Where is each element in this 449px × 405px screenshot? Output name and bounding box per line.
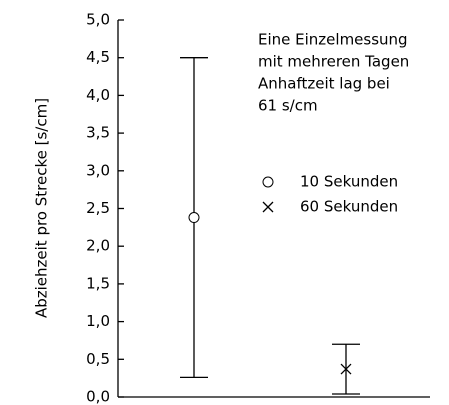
- y-tick-label: 0,0: [86, 388, 110, 405]
- legend-label: 60 Sekunden: [300, 198, 398, 216]
- annotation: Anhaftzeit lag bei: [258, 75, 390, 93]
- data-point: [188, 212, 200, 224]
- annotation: 61 s/cm: [258, 97, 318, 115]
- y-tick-label: 3,0: [86, 161, 110, 179]
- legend-marker: [262, 201, 274, 213]
- y-axis-label: Abziehzeit pro Strecke [s/cm]: [33, 98, 51, 318]
- y-tick-label: 3,5: [86, 124, 110, 142]
- annotation: Eine Einzelmessung: [258, 31, 408, 49]
- y-tick-label: 2,0: [86, 237, 110, 255]
- y-tick-label: 1,5: [86, 274, 110, 292]
- y-tick-label: 4,0: [86, 86, 110, 104]
- data-point: [340, 363, 352, 375]
- y-tick-label: 4,5: [86, 48, 110, 66]
- annotation: mit mehreren Tagen: [258, 53, 409, 71]
- y-tick-label: 0,5: [86, 350, 110, 368]
- y-tick-label: 5,0: [86, 11, 110, 29]
- legend-label: 10 Sekunden: [300, 173, 398, 191]
- y-tick-label: 1,0: [86, 312, 110, 330]
- y-tick-label: 2,5: [86, 199, 110, 217]
- legend-marker: [262, 176, 274, 188]
